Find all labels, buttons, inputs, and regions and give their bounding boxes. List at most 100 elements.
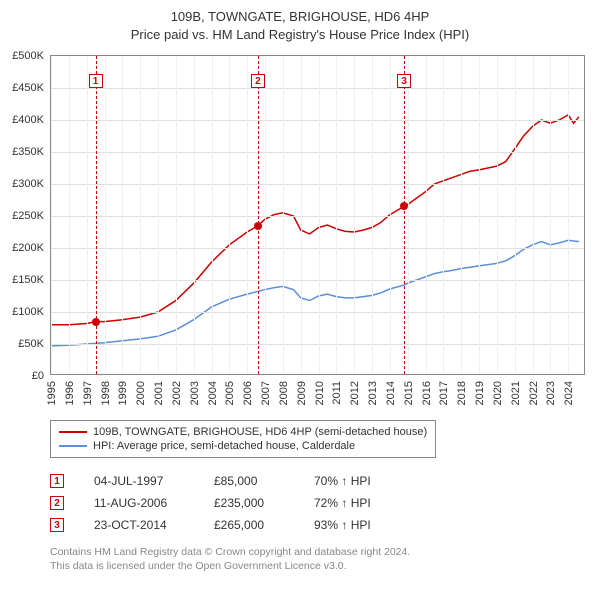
legend-swatch-blue [59, 445, 87, 447]
legend-item-hpi: HPI: Average price, semi-detached house,… [59, 439, 427, 453]
x-axis-label: 2014 [385, 381, 397, 405]
series-line-hpi [51, 240, 579, 346]
x-gridline [408, 56, 409, 374]
x-gridline [194, 56, 195, 374]
title-line-2: Price paid vs. HM Land Registry's House … [0, 26, 600, 44]
sale-row-2: 2 11-AUG-2006 £235,000 72% ↑ HPI [50, 492, 404, 514]
sale-marker-dot-3 [400, 202, 408, 210]
x-gridline [176, 56, 177, 374]
x-axis-label: 1995 [46, 381, 58, 405]
x-axis-label: 1997 [82, 381, 94, 405]
x-axis-label: 2011 [331, 381, 343, 405]
y-axis-label: £400K [12, 114, 44, 126]
x-gridline [122, 56, 123, 374]
y-axis-label: £150K [12, 274, 44, 286]
x-axis-label: 2002 [171, 381, 183, 405]
x-gridline [354, 56, 355, 374]
sale-price-2: £235,000 [214, 496, 314, 510]
x-gridline [372, 56, 373, 374]
x-axis-label: 2022 [528, 381, 540, 405]
x-axis-label: 2012 [349, 381, 361, 405]
series-line-price_paid [51, 115, 579, 325]
x-gridline [461, 56, 462, 374]
sale-marker-line-1 [96, 56, 97, 374]
y-axis-label: £500K [12, 50, 44, 62]
x-axis-label: 2004 [207, 381, 219, 405]
x-axis-label: 2020 [492, 381, 504, 405]
y-gridline [51, 120, 584, 121]
x-gridline [497, 56, 498, 374]
x-gridline [426, 56, 427, 374]
y-gridline [51, 312, 584, 313]
sale-date-3: 23-OCT-2014 [94, 518, 214, 532]
arrow-up-icon: ↑ [341, 496, 347, 510]
y-axis-label: £350K [12, 146, 44, 158]
legend: 109B, TOWNGATE, BRIGHOUSE, HD6 4HP (semi… [50, 420, 436, 458]
x-gridline [533, 56, 534, 374]
sale-marker-box-2: 2 [251, 74, 265, 88]
x-axis-label: 1999 [117, 381, 129, 405]
x-gridline [515, 56, 516, 374]
x-gridline [69, 56, 70, 374]
x-gridline [550, 56, 551, 374]
x-axis-label: 2003 [189, 381, 201, 405]
x-axis-label: 2017 [438, 381, 450, 405]
x-axis-label: 2007 [260, 381, 272, 405]
x-axis-label: 2016 [421, 381, 433, 405]
x-axis-label: 2010 [314, 381, 326, 405]
chart-area: £0£50K£100K£150K£200K£250K£300K£350K£400… [50, 55, 585, 375]
x-axis-label: 2009 [296, 381, 308, 405]
x-axis-label: 2013 [367, 381, 379, 405]
sale-table: 1 04-JUL-1997 £85,000 70% ↑ HPI 2 11-AUG… [50, 470, 404, 536]
y-axis-label: £450K [12, 82, 44, 94]
sale-pct-val-1: 70% [314, 474, 338, 488]
x-gridline [265, 56, 266, 374]
x-axis-label: 2008 [278, 381, 290, 405]
sale-pct-2: 72% ↑ HPI [314, 496, 404, 510]
legend-label-price-paid: 109B, TOWNGATE, BRIGHOUSE, HD6 4HP (semi… [93, 426, 427, 438]
sale-marker-dot-1 [92, 318, 100, 326]
sale-price-3: £265,000 [214, 518, 314, 532]
y-gridline [51, 344, 584, 345]
x-gridline [390, 56, 391, 374]
sale-row-3: 3 23-OCT-2014 £265,000 93% ↑ HPI [50, 514, 404, 536]
x-gridline [229, 56, 230, 374]
legend-swatch-red [59, 431, 87, 433]
title-line-1: 109B, TOWNGATE, BRIGHOUSE, HD6 4HP [0, 8, 600, 26]
y-gridline [51, 280, 584, 281]
plot-region: £0£50K£100K£150K£200K£250K£300K£350K£400… [50, 55, 585, 375]
title-block: 109B, TOWNGATE, BRIGHOUSE, HD6 4HP Price… [0, 0, 600, 44]
x-gridline [336, 56, 337, 374]
x-axis-label: 1998 [100, 381, 112, 405]
sale-pct-3: 93% ↑ HPI [314, 518, 404, 532]
sale-marker-3: 3 [50, 518, 64, 532]
x-gridline [443, 56, 444, 374]
x-axis-label: 2005 [224, 381, 236, 405]
x-gridline [158, 56, 159, 374]
y-gridline [51, 184, 584, 185]
x-axis-label: 2021 [510, 381, 522, 405]
x-gridline [51, 56, 52, 374]
y-axis-label: £50K [18, 338, 44, 350]
x-axis-label: 2015 [403, 381, 415, 405]
sale-date-1: 04-JUL-1997 [94, 474, 214, 488]
x-axis-label: 2001 [153, 381, 165, 405]
x-gridline [283, 56, 284, 374]
sale-marker-1: 1 [50, 474, 64, 488]
x-gridline [247, 56, 248, 374]
x-gridline [301, 56, 302, 374]
arrow-up-icon: ↑ [341, 474, 347, 488]
x-axis-label: 2018 [456, 381, 468, 405]
x-axis-label: 1996 [64, 381, 76, 405]
sale-pct-val-2: 72% [314, 496, 338, 510]
x-axis-label: 2000 [135, 381, 147, 405]
x-gridline [212, 56, 213, 374]
x-axis-label: 2006 [242, 381, 254, 405]
sale-pct-1: 70% ↑ HPI [314, 474, 404, 488]
footer-line-1: Contains HM Land Registry data © Crown c… [50, 545, 410, 559]
y-axis-label: £200K [12, 242, 44, 254]
sale-marker-2: 2 [50, 496, 64, 510]
footer-line-2: This data is licensed under the Open Gov… [50, 559, 410, 573]
x-gridline [479, 56, 480, 374]
sale-row-1: 1 04-JUL-1997 £85,000 70% ↑ HPI [50, 470, 404, 492]
